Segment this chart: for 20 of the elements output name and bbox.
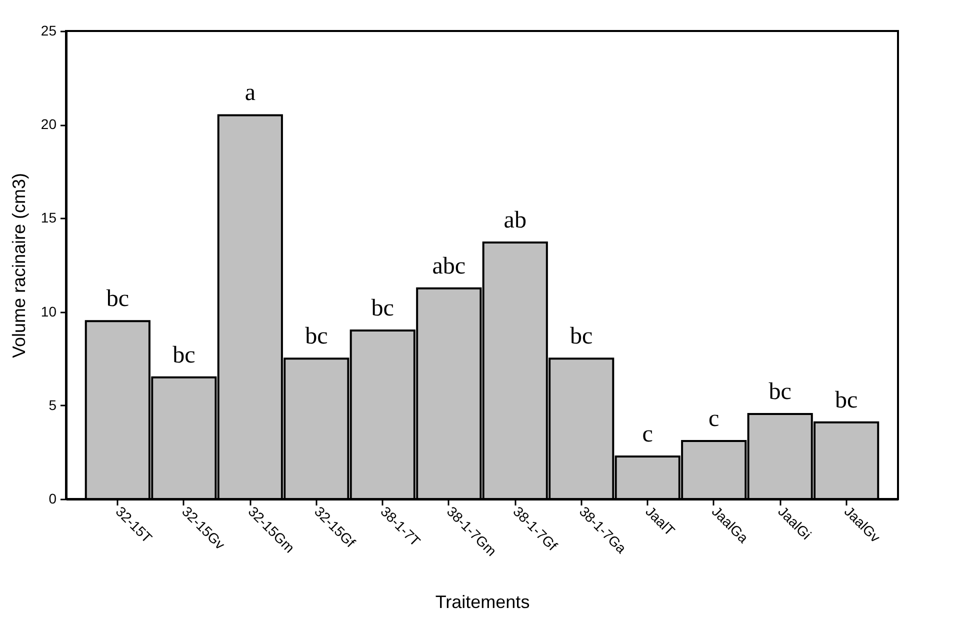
annotation: a xyxy=(244,80,256,106)
y-tick-label: 20 xyxy=(40,116,57,132)
y-tick-label: 15 xyxy=(40,210,57,226)
annotation: c xyxy=(708,406,720,432)
annotation: c xyxy=(642,422,653,448)
y-tick-label: 25 xyxy=(40,22,57,38)
annotation: bc xyxy=(106,286,129,312)
annotation: ab xyxy=(504,208,526,234)
annotation: bc xyxy=(172,342,196,368)
y-tick-label: 5 xyxy=(48,396,57,413)
annotation: bc xyxy=(570,324,593,350)
annotation: bc xyxy=(768,379,792,406)
y-axis-title: Volume racinaire (cm3) xyxy=(8,172,29,358)
y-tick-label: 0 xyxy=(48,490,57,506)
y-tick-label: 10 xyxy=(40,303,57,320)
annotation: bc xyxy=(835,387,858,414)
x-axis-title: Traitements xyxy=(435,592,530,612)
annotation: bc xyxy=(371,296,394,322)
annotation: abc xyxy=(432,253,466,280)
annotation: bc xyxy=(305,324,328,350)
